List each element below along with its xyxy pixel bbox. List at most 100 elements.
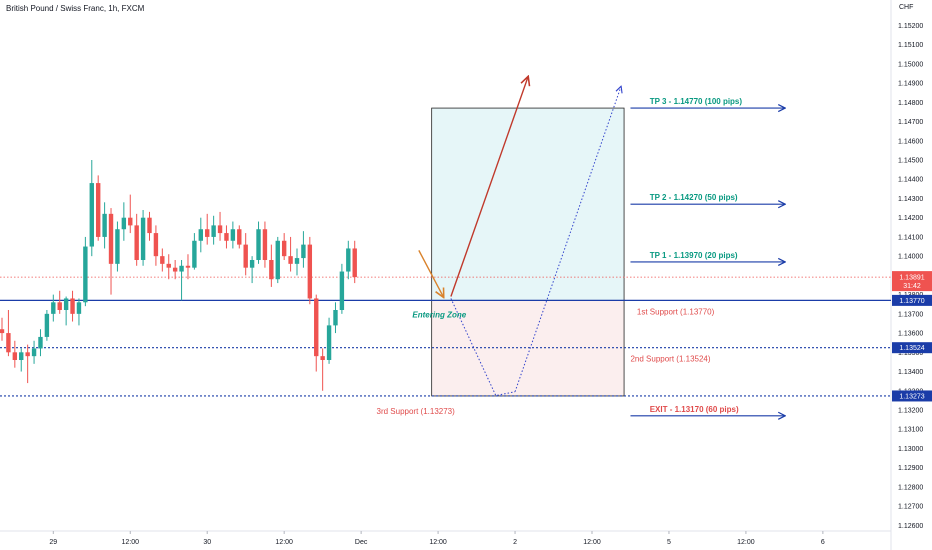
candle bbox=[38, 329, 43, 357]
candle-body bbox=[6, 333, 11, 353]
candle-body bbox=[185, 265, 191, 268]
candle bbox=[121, 202, 127, 241]
candle-body bbox=[301, 244, 306, 259]
candle bbox=[160, 248, 165, 272]
y-tick-label: 1.12900 bbox=[898, 465, 923, 472]
candle-body bbox=[339, 271, 345, 310]
candle-body bbox=[31, 348, 37, 357]
candle bbox=[0, 317, 5, 341]
candle-body bbox=[288, 256, 293, 264]
horizontal-lines bbox=[0, 276, 891, 397]
candle-body bbox=[19, 352, 24, 360]
grid bbox=[0, 0, 892, 550]
candle-body bbox=[346, 248, 351, 272]
candle-body bbox=[44, 313, 50, 337]
candle bbox=[57, 290, 62, 314]
candle-body bbox=[249, 260, 255, 268]
dotted-path-up bbox=[514, 87, 621, 392]
candle-body bbox=[256, 229, 261, 260]
y-tick-label: 1.13200 bbox=[898, 408, 923, 415]
annotations: TP 3 - 1.14770 (100 pips) TP 2 - 1.14270 … bbox=[377, 97, 785, 416]
target-arrow bbox=[450, 77, 528, 297]
candle-body bbox=[38, 336, 43, 349]
candle bbox=[95, 175, 101, 241]
candle-body bbox=[269, 260, 274, 280]
candle bbox=[179, 260, 184, 301]
y-tick-label: 1.12700 bbox=[898, 504, 923, 511]
candle-body bbox=[115, 229, 120, 264]
y-tick-label: 1.14600 bbox=[898, 138, 923, 145]
candle bbox=[102, 202, 107, 249]
x-tick-label: 6 bbox=[821, 539, 825, 546]
tp3-label: TP 3 - 1.14770 (100 pips) bbox=[650, 97, 743, 106]
candle-body bbox=[217, 225, 223, 234]
candle bbox=[301, 231, 306, 268]
candle-body bbox=[95, 183, 101, 237]
x-axis: 29 12:00 30 12:00 Dec 12:00 2 12:00 5 12:00 6 bbox=[49, 531, 825, 546]
x-tick-label: 12:00 bbox=[583, 539, 601, 546]
candle bbox=[192, 233, 197, 270]
candle bbox=[31, 340, 37, 364]
candle bbox=[51, 294, 56, 322]
candle bbox=[243, 233, 248, 276]
candle bbox=[166, 254, 171, 280]
candle bbox=[256, 221, 261, 264]
candle bbox=[89, 160, 94, 257]
candle bbox=[294, 248, 300, 276]
x-tick-label: 12:00 bbox=[429, 539, 447, 546]
y-tick-label: 1.15000 bbox=[898, 61, 923, 68]
candle bbox=[63, 296, 69, 326]
candle bbox=[147, 211, 152, 241]
candle-body bbox=[243, 244, 248, 268]
candle-body bbox=[172, 267, 178, 272]
candle-body bbox=[205, 229, 210, 237]
candle bbox=[83, 236, 88, 307]
y-tick-label: 1.14800 bbox=[898, 100, 923, 107]
candle-body bbox=[281, 240, 287, 257]
candle bbox=[249, 256, 255, 284]
candle-body bbox=[63, 298, 69, 310]
x-tick-label: 29 bbox=[49, 539, 57, 546]
y-tick-label: 1.12600 bbox=[898, 523, 923, 530]
candle-body bbox=[320, 356, 325, 360]
support-price-label: 1.13770 bbox=[899, 298, 924, 305]
y-axis: 1.15200 1.15100 1.15000 1.14900 1.14800 1.147… bbox=[892, 23, 932, 530]
candle bbox=[44, 310, 50, 341]
x-tick-label: 30 bbox=[203, 539, 211, 546]
support-price-box bbox=[892, 294, 932, 306]
current-price-box bbox=[892, 271, 932, 292]
candle-body bbox=[153, 233, 159, 257]
candle bbox=[320, 348, 325, 391]
support3-label: 3rd Support (1.13273) bbox=[377, 407, 456, 416]
candle bbox=[25, 344, 30, 384]
candle-body bbox=[0, 329, 5, 334]
y-tick-label: 1.15100 bbox=[898, 42, 923, 49]
candle bbox=[224, 225, 229, 249]
tp1-label: TP 1 - 1.13970 (20 pips) bbox=[650, 251, 738, 260]
support-price-label: 1.13524 bbox=[899, 345, 924, 352]
candle bbox=[288, 236, 293, 272]
candle bbox=[198, 217, 204, 253]
candle bbox=[211, 215, 216, 245]
candle-body bbox=[224, 233, 229, 241]
candle-body bbox=[70, 298, 75, 314]
candle-body bbox=[57, 302, 62, 310]
support2-label: 2nd Support (1.13524) bbox=[630, 355, 710, 364]
candle bbox=[333, 302, 338, 334]
candle-body bbox=[108, 213, 114, 264]
candle-body bbox=[211, 225, 216, 237]
candle-body bbox=[83, 246, 88, 303]
candle bbox=[269, 244, 274, 287]
candle-body bbox=[314, 298, 319, 357]
candle bbox=[172, 260, 178, 280]
candle bbox=[6, 310, 11, 357]
candle-body bbox=[51, 302, 56, 314]
y-tick-label: 1.14300 bbox=[898, 196, 923, 203]
y-tick-label: 1.14500 bbox=[898, 158, 923, 165]
y-tick-label: 1.14200 bbox=[898, 215, 923, 222]
dotted-path-down bbox=[450, 298, 516, 397]
candle-body bbox=[294, 258, 300, 264]
candle-body bbox=[160, 256, 165, 264]
candle bbox=[339, 263, 345, 314]
